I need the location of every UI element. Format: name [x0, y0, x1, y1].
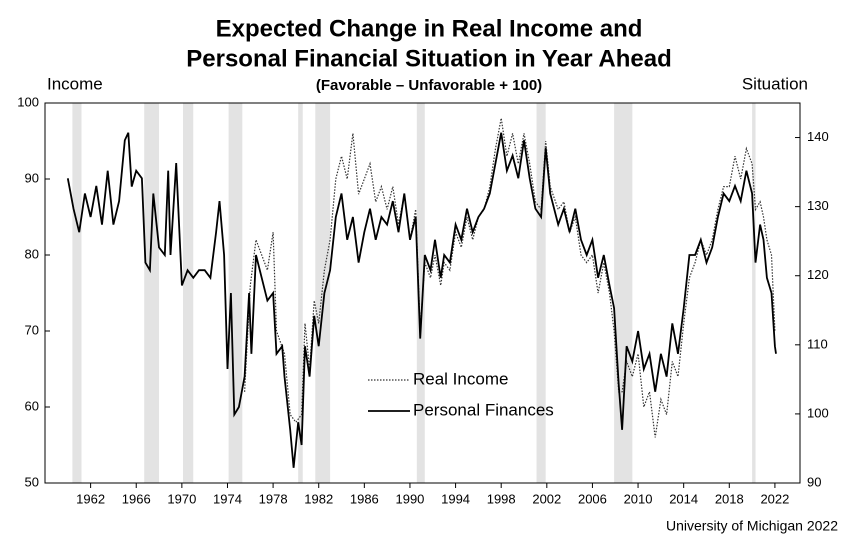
chart-title: Expected Change in Real Income and [216, 15, 643, 42]
legend-label: Personal Finances [413, 400, 554, 419]
x-tick-label: 2022 [760, 491, 789, 506]
y-tick-label: 100 [17, 94, 39, 109]
x-tick-label: 2010 [624, 491, 653, 506]
y2-tick-label: 140 [807, 129, 829, 144]
x-tick-label: 1966 [122, 491, 151, 506]
plot-frame [44, 102, 801, 484]
x-tick-label: 2014 [669, 491, 698, 506]
recession-band [752, 103, 756, 483]
x-tick-label: 1978 [259, 491, 288, 506]
x-tick-label: 2018 [715, 491, 744, 506]
x-tick-label: 1994 [441, 491, 470, 506]
recession-band [298, 103, 303, 483]
recession-band [72, 103, 82, 483]
chart-title: Personal Financial Situation in Year Ahe… [186, 45, 671, 72]
y2-tick-label: 110 [807, 336, 828, 351]
recession-band [228, 103, 243, 483]
y2-tick-label: 130 [807, 198, 829, 213]
recession-band [416, 103, 425, 483]
source: University of Michigan 2022 [666, 518, 838, 534]
y2-tick-label: 100 [807, 405, 829, 420]
series-line [66, 132, 777, 468]
y-tick-label: 70 [25, 322, 39, 337]
x-tick-label: 1990 [395, 491, 424, 506]
y2-tick-label: 90 [807, 474, 821, 489]
chart-subtitle: (Favorable – Unfavorable + 100) [316, 77, 542, 94]
y2-axis-label: Situation [742, 74, 808, 93]
x-tick-label: 1982 [304, 491, 333, 506]
series-line [244, 118, 776, 438]
x-tick-label: 1962 [76, 491, 105, 506]
x-tick-label: 1974 [213, 491, 242, 506]
x-tick-label: 1986 [350, 491, 379, 506]
y2-tick-label: 120 [807, 267, 829, 282]
y-axis-label: Income [47, 74, 103, 93]
legend-label: Real Income [413, 369, 508, 388]
x-tick-label: 2002 [532, 491, 561, 506]
y-tick-label: 50 [25, 474, 39, 489]
y-tick-label: 90 [25, 170, 39, 185]
recession-band [315, 103, 331, 483]
x-tick-label: 1998 [487, 491, 516, 506]
recession-band [182, 103, 194, 483]
recession-band [536, 103, 546, 483]
recession-band [614, 103, 633, 483]
x-tick-label: 1970 [167, 491, 196, 506]
y-tick-label: 80 [25, 246, 39, 261]
recession-band [144, 103, 160, 483]
x-tick-label: 2006 [578, 491, 607, 506]
y-tick-label: 60 [25, 398, 39, 413]
